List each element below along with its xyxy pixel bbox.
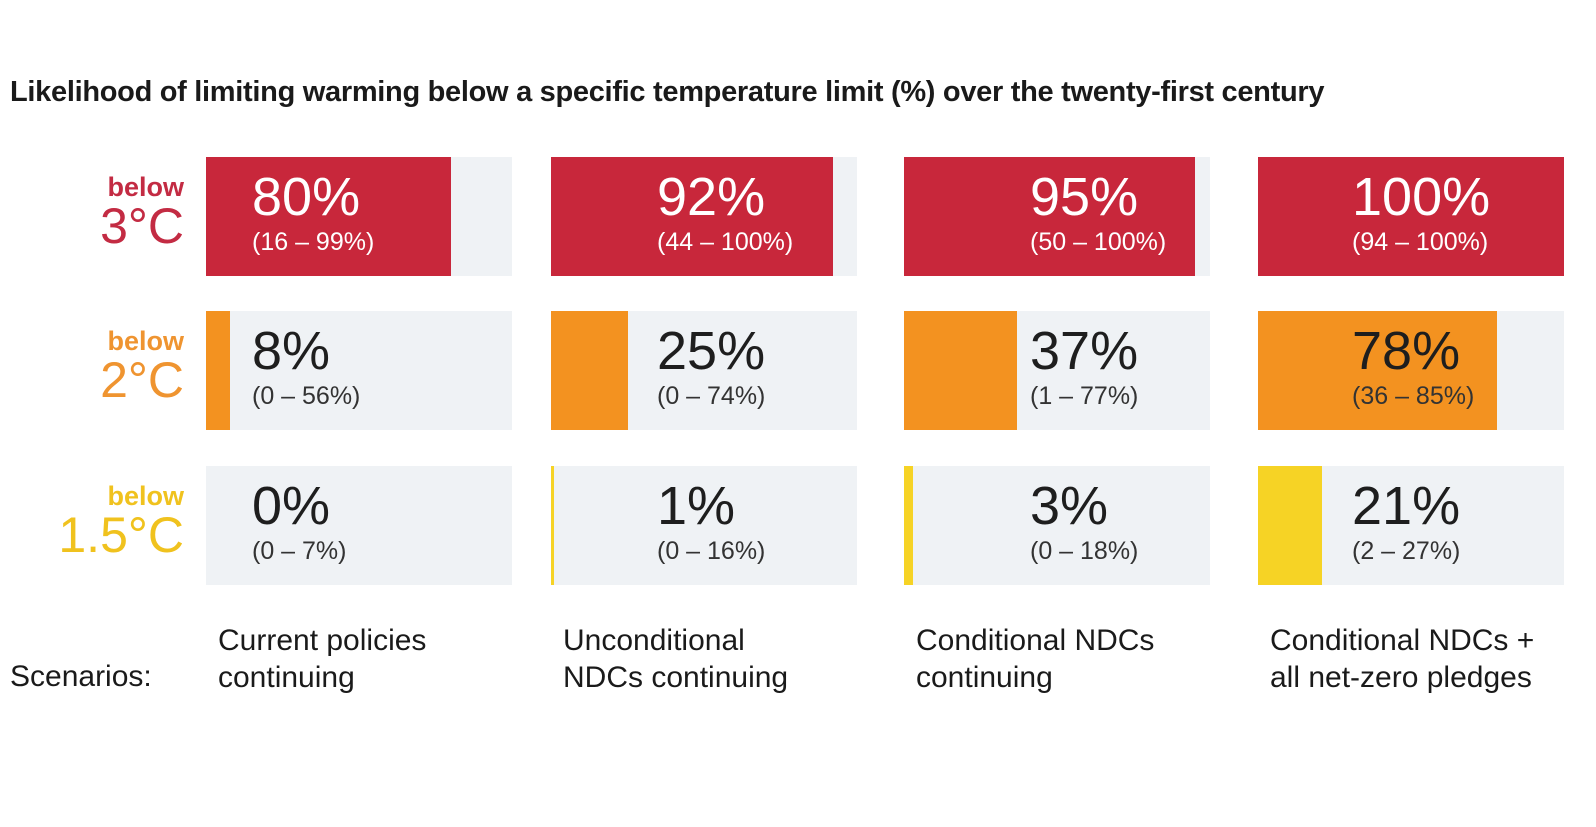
bar [206,311,231,430]
bar [1258,466,1323,585]
scenario-label: Conditional NDCs continuing [916,622,1154,696]
bar-track: 78% (36 – 85%) [1258,311,1564,430]
scenario-label: Unconditional NDCs continuing [563,622,788,696]
range-label: (0 – 74%) [657,382,766,410]
range-label: (1 – 77%) [1030,382,1139,410]
row-label: below 3°C [0,173,184,251]
data-label: 37% [1030,321,1139,381]
bar-track: 95% (50 – 100%) [904,157,1210,276]
bar [904,157,1195,276]
bar-track: 37% (1 – 77%) [904,311,1210,430]
data-label: 3% [1030,476,1109,536]
data-label: 25% [657,321,766,381]
bar-track: 0% (0 – 7%) [206,466,512,585]
data-label: 1% [657,476,736,536]
bar-track: 92% (44 – 100%) [551,157,857,276]
bar-track: 100% (94 – 100%) [1258,157,1564,276]
row-label-limit: 1.5°C [58,507,184,563]
bar-track: 80% (16 – 99%) [206,157,512,276]
range-label: (36 – 85%) [1352,382,1475,410]
scenario-label-line: continuing [916,661,1053,694]
bar [1258,157,1564,276]
data-label: 0% [252,476,331,536]
bar [206,157,451,276]
data-label: 95% [1030,167,1139,227]
scenario-label-line: Unconditional [563,624,745,657]
row-label-limit: 2°C [100,352,184,408]
data-label: 80% [252,167,361,227]
range-label: (2 – 27%) [1352,537,1461,565]
bar-track: 1% (0 – 16%) [551,466,857,585]
scenarios-label: Scenarios: [10,660,152,693]
range-label: (94 – 100%) [1352,228,1489,256]
scenario-label-line: Current policies [218,624,427,657]
scenario-label-line: NDCs continuing [563,661,789,694]
range-label: (0 – 56%) [252,382,361,410]
data-label: 100% [1352,167,1491,227]
data-label: 8% [252,321,331,381]
bar [551,157,833,276]
row-label-limit: 3°C [100,198,184,254]
bar [904,466,914,585]
row-label-prefix: below [107,481,184,511]
scenario-label-line: Conditional NDCs [916,624,1155,657]
row-label: below 1.5°C [0,482,184,560]
scenario-label-line: Conditional NDCs + [1270,624,1535,657]
range-label: (50 – 100%) [1030,228,1167,256]
data-label: 92% [657,167,766,227]
range-label: (0 – 18%) [1030,537,1139,565]
scenario-label-line: all net-zero pledges [1270,661,1532,694]
row-label: below 2°C [0,327,184,405]
bar [551,466,555,585]
scenario-label: Current policies continuing [218,622,426,696]
scenario-label: Conditional NDCs + all net-zero pledges [1270,622,1534,696]
bar [1258,311,1497,430]
row-label-prefix: below [107,326,184,356]
bar-track: 8% (0 – 56%) [206,311,512,430]
bar-track: 3% (0 – 18%) [904,466,1210,585]
data-label: 78% [1352,321,1461,381]
bar-track: 21% (2 – 27%) [1258,466,1564,585]
range-label: (0 – 16%) [657,537,766,565]
range-label: (44 – 100%) [657,228,794,256]
scenario-label-line: continuing [218,661,355,694]
row-label-prefix: below [107,172,184,202]
bar [551,311,628,430]
range-label: (16 – 99%) [252,228,375,256]
chart-title: Likelihood of limiting warming below a s… [10,76,1325,108]
range-label: (0 – 7%) [252,537,347,565]
bar-track: 25% (0 – 74%) [551,311,857,430]
bar [904,311,1018,430]
data-label: 21% [1352,476,1461,536]
